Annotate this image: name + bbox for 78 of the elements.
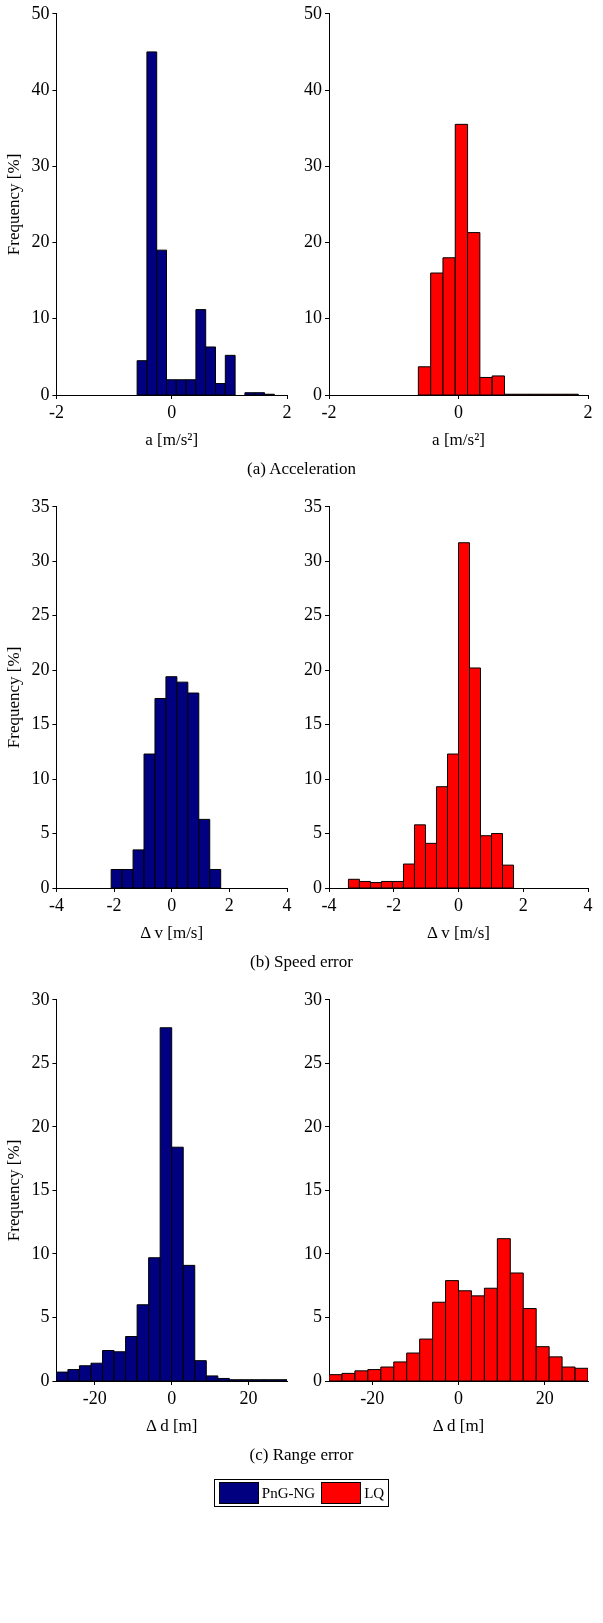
x-tick-label: -2 xyxy=(321,401,337,422)
x-axis-title: Δ v [m/s] xyxy=(140,923,204,943)
x-tick-label: 2 xyxy=(583,401,593,422)
y-tick-label: 0 xyxy=(40,876,50,897)
x-tick-label: 20 xyxy=(535,1387,554,1408)
x-tick-label: -2 xyxy=(48,401,64,422)
y-tick-label: 30 xyxy=(304,549,322,570)
y-tick-label: 0 xyxy=(313,1369,322,1390)
y-tick-label: 25 xyxy=(304,604,322,625)
y-tick-label: 40 xyxy=(31,78,50,99)
y-tick-label: 50 xyxy=(31,2,50,23)
y-tick-label: 20 xyxy=(304,658,322,679)
y-tick-label: 10 xyxy=(31,767,50,788)
y-tick-label: 10 xyxy=(304,1242,322,1263)
x-tick-label: 0 xyxy=(454,1387,463,1408)
y-tick-label: 50 xyxy=(304,2,322,23)
legend-label: PnG-NG xyxy=(261,1484,316,1502)
y-axis-title: Frequency [%] xyxy=(3,646,23,749)
text: (c) Range error xyxy=(248,1445,355,1465)
y-tick-label: 15 xyxy=(31,713,50,734)
x-axis-title: a [m/s²] xyxy=(432,430,485,450)
x-tick-label: 0 xyxy=(167,1387,177,1408)
x-axis-title: Δ d [m] xyxy=(432,1416,485,1436)
y-tick-label: 35 xyxy=(304,495,322,516)
y-tick-label: 10 xyxy=(304,307,322,328)
x-tick-label: -2 xyxy=(106,894,122,915)
x-tick-label: 2 xyxy=(282,401,292,422)
y-tick-label: 5 xyxy=(40,822,50,843)
x-tick-label: 4 xyxy=(583,894,593,915)
y-tick-label: 35 xyxy=(31,495,50,516)
y-tick-label: 0 xyxy=(313,876,322,897)
x-tick-label: -4 xyxy=(48,894,64,915)
y-tick-label: 20 xyxy=(31,231,50,252)
y-tick-label: 25 xyxy=(31,604,50,625)
x-tick-label: 0 xyxy=(167,401,177,422)
y-tick-label: 30 xyxy=(304,988,322,1009)
x-tick-label: -2 xyxy=(386,894,402,915)
y-tick-label: 10 xyxy=(31,307,50,328)
x-axis-title: a [m/s²] xyxy=(145,430,199,450)
y-tick-label: 15 xyxy=(31,1179,50,1200)
x-tick-label: 4 xyxy=(282,894,292,915)
x-tick-label: -20 xyxy=(82,1387,107,1408)
y-axis-title: Frequency [%] xyxy=(3,1139,23,1242)
y-tick-label: 40 xyxy=(304,78,322,99)
y-tick-label: 10 xyxy=(31,1242,50,1263)
y-tick-label: 0 xyxy=(313,383,322,404)
x-axis-title: Δ v [m/s] xyxy=(427,923,490,943)
y-tick-label: 20 xyxy=(304,231,322,252)
y-tick-label: 20 xyxy=(304,1115,322,1136)
y-tick-label: 5 xyxy=(40,1306,50,1327)
y-tick-label: 25 xyxy=(31,1052,50,1073)
y-tick-label: 5 xyxy=(313,822,322,843)
y-tick-label: 25 xyxy=(304,1052,322,1073)
y-tick-label: 15 xyxy=(304,713,322,734)
x-tick-label: 2 xyxy=(224,894,234,915)
x-axis-title: Δ d [m] xyxy=(145,1416,198,1436)
x-tick-label: 20 xyxy=(239,1387,258,1408)
x-tick-label: 0 xyxy=(454,401,463,422)
y-tick-label: 30 xyxy=(304,155,322,176)
text: (a) Acceleration xyxy=(246,459,357,479)
y-tick-label: 10 xyxy=(304,767,322,788)
y-tick-label: 20 xyxy=(31,1115,50,1136)
x-tick-label: -4 xyxy=(321,894,337,915)
y-tick-label: 30 xyxy=(31,155,50,176)
y-tick-label: 30 xyxy=(31,988,50,1009)
x-tick-label: 0 xyxy=(454,894,463,915)
x-tick-label: 2 xyxy=(518,894,528,915)
y-tick-label: 0 xyxy=(40,383,50,404)
y-tick-label: 20 xyxy=(31,658,50,679)
y-tick-label: 15 xyxy=(304,1179,322,1200)
y-tick-label: 5 xyxy=(313,1306,322,1327)
legend-label: LQ xyxy=(364,1484,385,1502)
x-tick-label: -20 xyxy=(360,1387,385,1408)
text: (b) Speed error xyxy=(249,952,354,972)
y-tick-label: 30 xyxy=(31,549,50,570)
x-tick-label: 0 xyxy=(167,894,177,915)
y-tick-label: 0 xyxy=(40,1369,50,1390)
y-axis-title: Frequency [%] xyxy=(3,153,23,256)
